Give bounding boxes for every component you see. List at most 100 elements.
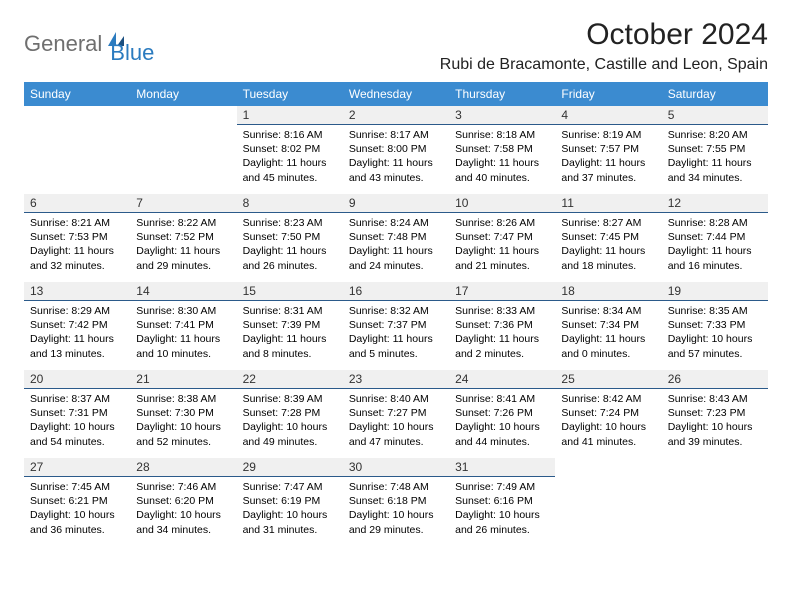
day-number: 10 bbox=[449, 194, 555, 213]
day-details: Sunrise: 8:16 AMSunset: 8:02 PMDaylight:… bbox=[237, 125, 343, 189]
day-details: Sunrise: 8:28 AMSunset: 7:44 PMDaylight:… bbox=[662, 213, 768, 277]
sunrise: Sunrise: 8:22 AM bbox=[136, 216, 230, 230]
day-number: 2 bbox=[343, 106, 449, 125]
day-number: 15 bbox=[237, 282, 343, 301]
day-details: Sunrise: 8:20 AMSunset: 7:55 PMDaylight:… bbox=[662, 125, 768, 189]
day-number-empty bbox=[24, 106, 130, 124]
sunset: Sunset: 7:50 PM bbox=[243, 230, 337, 244]
logo-text-blue: Blue bbox=[110, 40, 154, 66]
sunset: Sunset: 7:53 PM bbox=[30, 230, 124, 244]
header-row: General Blue October 2024 Rubi de Bracam… bbox=[24, 18, 768, 74]
calendar-cell bbox=[130, 106, 236, 194]
day-details: Sunrise: 7:46 AMSunset: 6:20 PMDaylight:… bbox=[130, 477, 236, 541]
day-details: Sunrise: 8:19 AMSunset: 7:57 PMDaylight:… bbox=[555, 125, 661, 189]
sunset: Sunset: 7:31 PM bbox=[30, 406, 124, 420]
daylight: Daylight: 11 hours and 40 minutes. bbox=[455, 156, 549, 184]
calendar-cell: 17Sunrise: 8:33 AMSunset: 7:36 PMDayligh… bbox=[449, 282, 555, 370]
sunrise: Sunrise: 8:39 AM bbox=[243, 392, 337, 406]
daylight: Daylight: 10 hours and 29 minutes. bbox=[349, 508, 443, 536]
col-friday: Friday bbox=[555, 82, 661, 106]
day-details: Sunrise: 8:27 AMSunset: 7:45 PMDaylight:… bbox=[555, 213, 661, 277]
sunset: Sunset: 7:42 PM bbox=[30, 318, 124, 332]
sunrise: Sunrise: 8:33 AM bbox=[455, 304, 549, 318]
sunrise: Sunrise: 8:27 AM bbox=[561, 216, 655, 230]
page-title: October 2024 bbox=[440, 18, 768, 52]
sunset: Sunset: 7:52 PM bbox=[136, 230, 230, 244]
day-details: Sunrise: 8:37 AMSunset: 7:31 PMDaylight:… bbox=[24, 389, 130, 453]
daylight: Daylight: 11 hours and 26 minutes. bbox=[243, 244, 337, 272]
day-number: 31 bbox=[449, 458, 555, 477]
daylight: Daylight: 10 hours and 52 minutes. bbox=[136, 420, 230, 448]
sunset: Sunset: 6:20 PM bbox=[136, 494, 230, 508]
logo-text-general: General bbox=[24, 31, 102, 57]
sunset: Sunset: 7:47 PM bbox=[455, 230, 549, 244]
calendar-cell: 26Sunrise: 8:43 AMSunset: 7:23 PMDayligh… bbox=[662, 370, 768, 458]
calendar-cell: 11Sunrise: 8:27 AMSunset: 7:45 PMDayligh… bbox=[555, 194, 661, 282]
sunset: Sunset: 6:21 PM bbox=[30, 494, 124, 508]
daylight: Daylight: 11 hours and 13 minutes. bbox=[30, 332, 124, 360]
daylight: Daylight: 11 hours and 24 minutes. bbox=[349, 244, 443, 272]
calendar-cell: 31Sunrise: 7:49 AMSunset: 6:16 PMDayligh… bbox=[449, 458, 555, 546]
daylight: Daylight: 11 hours and 16 minutes. bbox=[668, 244, 762, 272]
header-row-days: Sunday Monday Tuesday Wednesday Thursday… bbox=[24, 82, 768, 106]
day-details: Sunrise: 8:33 AMSunset: 7:36 PMDaylight:… bbox=[449, 301, 555, 365]
sunrise: Sunrise: 8:28 AM bbox=[668, 216, 762, 230]
sunset: Sunset: 6:18 PM bbox=[349, 494, 443, 508]
calendar-cell: 3Sunrise: 8:18 AMSunset: 7:58 PMDaylight… bbox=[449, 106, 555, 194]
sunset: Sunset: 8:00 PM bbox=[349, 142, 443, 156]
sunset: Sunset: 7:58 PM bbox=[455, 142, 549, 156]
day-number: 30 bbox=[343, 458, 449, 477]
sunrise: Sunrise: 8:19 AM bbox=[561, 128, 655, 142]
daylight: Daylight: 11 hours and 34 minutes. bbox=[668, 156, 762, 184]
calendar-week: 6Sunrise: 8:21 AMSunset: 7:53 PMDaylight… bbox=[24, 194, 768, 282]
daylight: Daylight: 11 hours and 2 minutes. bbox=[455, 332, 549, 360]
calendar-cell: 9Sunrise: 8:24 AMSunset: 7:48 PMDaylight… bbox=[343, 194, 449, 282]
day-number: 24 bbox=[449, 370, 555, 389]
sunrise: Sunrise: 8:24 AM bbox=[349, 216, 443, 230]
sunset: Sunset: 7:39 PM bbox=[243, 318, 337, 332]
calendar-cell: 1Sunrise: 8:16 AMSunset: 8:02 PMDaylight… bbox=[237, 106, 343, 194]
calendar-cell: 23Sunrise: 8:40 AMSunset: 7:27 PMDayligh… bbox=[343, 370, 449, 458]
daylight: Daylight: 10 hours and 57 minutes. bbox=[668, 332, 762, 360]
day-number: 25 bbox=[555, 370, 661, 389]
sunset: Sunset: 8:02 PM bbox=[243, 142, 337, 156]
day-details: Sunrise: 8:38 AMSunset: 7:30 PMDaylight:… bbox=[130, 389, 236, 453]
sunrise: Sunrise: 8:40 AM bbox=[349, 392, 443, 406]
calendar-cell: 19Sunrise: 8:35 AMSunset: 7:33 PMDayligh… bbox=[662, 282, 768, 370]
daylight: Daylight: 11 hours and 10 minutes. bbox=[136, 332, 230, 360]
sunrise: Sunrise: 8:17 AM bbox=[349, 128, 443, 142]
calendar-cell: 29Sunrise: 7:47 AMSunset: 6:19 PMDayligh… bbox=[237, 458, 343, 546]
day-details: Sunrise: 8:29 AMSunset: 7:42 PMDaylight:… bbox=[24, 301, 130, 365]
sunrise: Sunrise: 8:42 AM bbox=[561, 392, 655, 406]
day-number: 7 bbox=[130, 194, 236, 213]
sunrise: Sunrise: 8:32 AM bbox=[349, 304, 443, 318]
day-details: Sunrise: 8:35 AMSunset: 7:33 PMDaylight:… bbox=[662, 301, 768, 365]
day-number: 4 bbox=[555, 106, 661, 125]
day-details: Sunrise: 8:17 AMSunset: 8:00 PMDaylight:… bbox=[343, 125, 449, 189]
daylight: Daylight: 11 hours and 29 minutes. bbox=[136, 244, 230, 272]
calendar-cell: 6Sunrise: 8:21 AMSunset: 7:53 PMDaylight… bbox=[24, 194, 130, 282]
calendar-week: 13Sunrise: 8:29 AMSunset: 7:42 PMDayligh… bbox=[24, 282, 768, 370]
daylight: Daylight: 10 hours and 47 minutes. bbox=[349, 420, 443, 448]
daylight: Daylight: 11 hours and 21 minutes. bbox=[455, 244, 549, 272]
daylight: Daylight: 10 hours and 44 minutes. bbox=[455, 420, 549, 448]
sunset: Sunset: 7:41 PM bbox=[136, 318, 230, 332]
daylight: Daylight: 10 hours and 54 minutes. bbox=[30, 420, 124, 448]
sunrise: Sunrise: 7:48 AM bbox=[349, 480, 443, 494]
day-number: 16 bbox=[343, 282, 449, 301]
sunset: Sunset: 7:48 PM bbox=[349, 230, 443, 244]
day-number: 6 bbox=[24, 194, 130, 213]
daylight: Daylight: 11 hours and 32 minutes. bbox=[30, 244, 124, 272]
calendar-cell: 27Sunrise: 7:45 AMSunset: 6:21 PMDayligh… bbox=[24, 458, 130, 546]
title-block: October 2024 Rubi de Bracamonte, Castill… bbox=[440, 18, 768, 74]
day-number: 12 bbox=[662, 194, 768, 213]
col-thursday: Thursday bbox=[449, 82, 555, 106]
daylight: Daylight: 11 hours and 8 minutes. bbox=[243, 332, 337, 360]
daylight: Daylight: 10 hours and 36 minutes. bbox=[30, 508, 124, 536]
day-details: Sunrise: 8:21 AMSunset: 7:53 PMDaylight:… bbox=[24, 213, 130, 277]
sunset: Sunset: 7:27 PM bbox=[349, 406, 443, 420]
day-number-empty bbox=[662, 458, 768, 476]
day-number: 5 bbox=[662, 106, 768, 125]
day-number: 27 bbox=[24, 458, 130, 477]
sunrise: Sunrise: 8:30 AM bbox=[136, 304, 230, 318]
